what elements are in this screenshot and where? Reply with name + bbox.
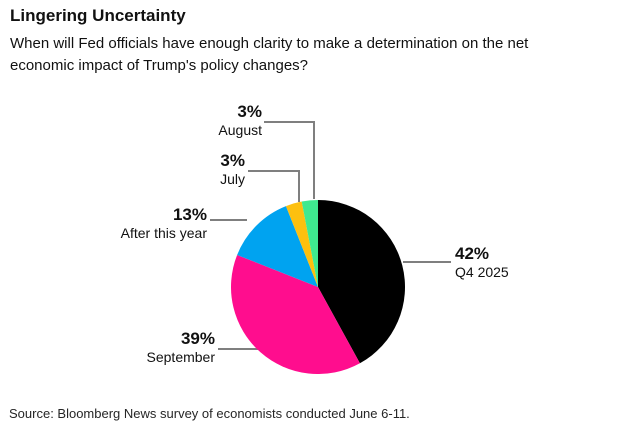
slice-name-q4-2025: Q4 2025 [455, 264, 509, 280]
slice-label-september: 39% September [147, 329, 215, 365]
slice-pct-august: 3% [237, 102, 262, 121]
pie-slice-q4-2025 [318, 200, 405, 364]
callout-line-september [218, 348, 266, 350]
source-note: Source: Bloomberg News survey of economi… [9, 406, 410, 421]
slice-label-august: 3% August [218, 102, 262, 138]
slice-label-july: 3% July [220, 151, 245, 187]
slice-name-august: August [218, 122, 262, 138]
callout-line-q4-2025 [403, 261, 451, 263]
pie-slice-after-this-year [237, 206, 318, 287]
pie-chart-svg [230, 200, 405, 375]
chart-subtitle-line2: economic impact of Trump's policy change… [10, 57, 309, 74]
chart-subtitle-line1: When will Fed officials have enough clar… [10, 35, 529, 52]
chart-subtitle: When will Fed officials have enough clar… [10, 33, 528, 77]
pie-slice-september [230, 254, 360, 375]
callout-line-after-this-year [210, 219, 247, 221]
slice-pct-september: 39% [180, 329, 215, 348]
slice-pct-after-this-year: 13% [172, 205, 207, 224]
slice-label-after-this-year: 13% After this year [121, 205, 207, 241]
callout-line-july-horizontal [248, 170, 300, 172]
slice-pct-q4-2025: 42% [455, 244, 490, 263]
slice-pct-july: 3% [220, 151, 245, 170]
slice-name-september: September [146, 349, 215, 365]
callout-line-august-vertical [313, 121, 315, 199]
slice-name-july: July [220, 171, 245, 187]
slice-name-after-this-year: After this year [120, 225, 207, 241]
pie-slice-july [285, 201, 318, 287]
pie-slice-august [301, 200, 318, 287]
chart-title: Lingering Uncertainty [10, 6, 186, 25]
callout-line-august-horizontal [264, 121, 315, 123]
slice-label-q4-2025: 42% Q4 2025 [455, 244, 509, 280]
callout-line-july-vertical [298, 170, 300, 202]
pie-chart [230, 200, 405, 375]
